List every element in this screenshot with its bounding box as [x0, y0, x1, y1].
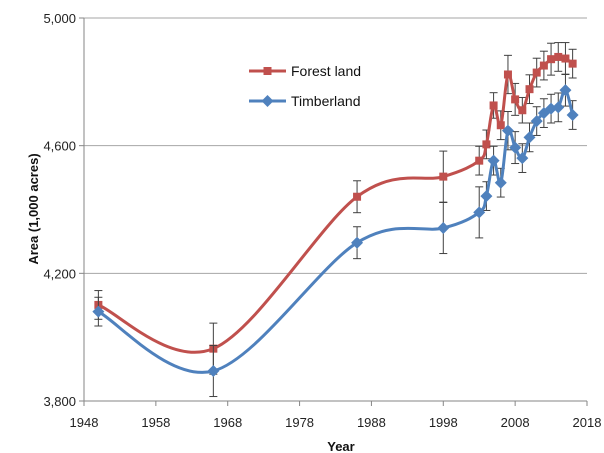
forest-land-point	[489, 101, 498, 110]
forest-land-point	[482, 140, 491, 149]
x-axis-title: Year	[327, 439, 354, 453]
legend-item-timberland: Timberland	[249, 93, 361, 109]
forest-land-point	[353, 192, 362, 201]
timberland-point	[530, 115, 543, 128]
timberland-point	[480, 190, 493, 203]
legend: Forest land Timberland	[249, 63, 361, 109]
x-tick-label: 1968	[213, 415, 242, 430]
legend-swatch-marker	[263, 67, 272, 75]
y-tick-label: 5,000	[43, 11, 76, 26]
forest-land-point	[539, 61, 548, 70]
timberland-point	[516, 152, 529, 165]
forest-land-point	[503, 70, 512, 79]
y-tick-label: 3,800	[43, 394, 76, 409]
timberland-point	[501, 124, 514, 137]
series	[92, 42, 579, 398]
timberland-series	[92, 73, 579, 398]
timberland-point	[494, 176, 507, 189]
timberland-point	[559, 84, 572, 97]
timberland-point	[473, 206, 486, 219]
timberland-point	[92, 305, 105, 318]
x-tick-label: 2018	[573, 415, 602, 430]
forest-land-point	[439, 172, 448, 181]
legend-label: Timberland	[291, 93, 361, 109]
timberland-point	[552, 101, 565, 114]
forest-land-point	[496, 121, 505, 130]
y-tick-label: 4,200	[43, 266, 76, 281]
forest-land-point	[518, 106, 527, 115]
forest-land-point	[561, 54, 570, 63]
timberland-point	[566, 109, 579, 122]
forest-land-point	[554, 52, 563, 61]
timberland-point	[437, 222, 450, 235]
timberland-line	[97, 88, 575, 374]
forest-land-point	[475, 156, 484, 165]
y-tick-label: 4,600	[43, 139, 76, 154]
x-tick-label: 1978	[285, 415, 314, 430]
legend-label: Forest land	[291, 63, 361, 79]
timberland-point	[509, 141, 522, 154]
x-tick-label: 1958	[141, 415, 170, 430]
timberland-point	[523, 131, 536, 144]
timberland-point	[351, 236, 364, 249]
forest-land-point	[525, 85, 534, 94]
x-tick-label: 1998	[429, 415, 458, 430]
axes: 3,800 4,200 4,600 5,000 1948 1958 1968 1978 1988…	[43, 11, 601, 430]
timberland-point	[487, 154, 500, 167]
timberland-point	[207, 364, 220, 377]
x-tick-label: 1948	[70, 415, 99, 430]
y-axis-title: Area (1,000 acres)	[26, 153, 41, 264]
forest-land-point	[511, 95, 520, 104]
legend-swatch-marker	[261, 95, 274, 107]
x-tick-label: 1988	[357, 415, 386, 430]
x-tick-label: 2008	[501, 415, 530, 430]
legend-item-forest-land: Forest land	[249, 63, 361, 79]
forest-land-point	[568, 59, 577, 68]
forest-land-point	[547, 55, 556, 64]
forest-land-point	[532, 68, 541, 77]
